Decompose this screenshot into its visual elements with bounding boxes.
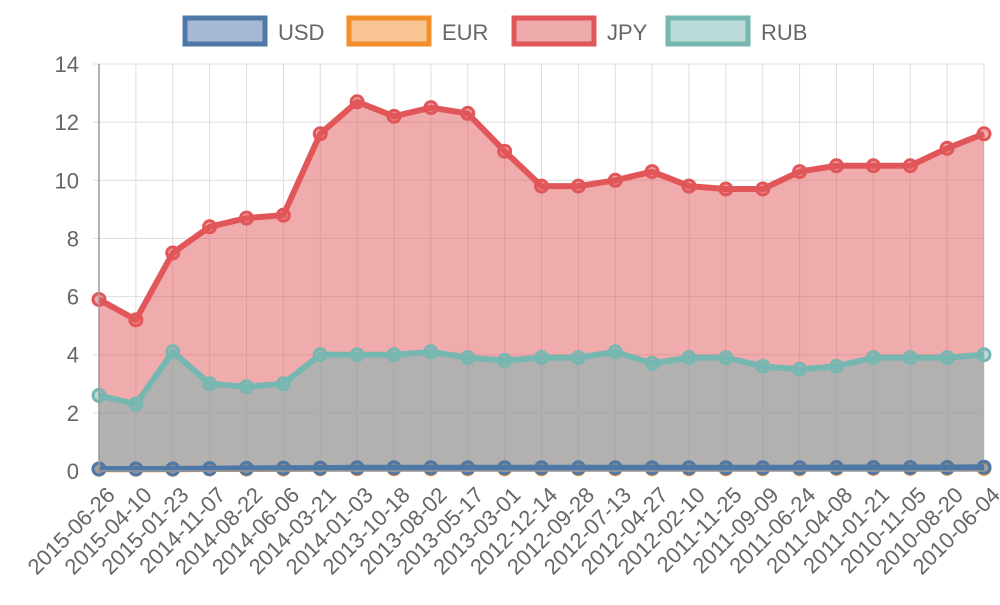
data-point-jpy — [239, 210, 254, 226]
data-point-jpy — [976, 126, 992, 142]
y-tick-label: 2 — [67, 401, 79, 426]
data-point-jpy — [607, 172, 623, 188]
y-tick-label: 6 — [67, 285, 79, 310]
data-point-usd — [349, 460, 365, 476]
data-point-rub — [792, 361, 808, 377]
data-point-usd — [202, 461, 218, 477]
series-area-rub — [99, 351, 984, 471]
data-point-jpy — [829, 158, 844, 174]
legend-label-eur: EUR — [442, 20, 488, 45]
data-point-rub — [460, 350, 476, 366]
data-point-usd — [423, 460, 439, 476]
data-point-usd — [534, 460, 549, 476]
data-point-rub — [607, 344, 623, 360]
y-tick-label: 4 — [67, 343, 79, 368]
data-point-jpy — [128, 312, 144, 328]
data-point-usd — [718, 460, 734, 476]
data-point-usd — [755, 460, 771, 476]
data-point-jpy — [202, 219, 218, 235]
data-point-usd — [792, 460, 808, 476]
data-point-jpy — [681, 178, 697, 194]
data-point-rub — [386, 347, 402, 363]
data-point-jpy — [718, 181, 734, 197]
data-point-jpy — [644, 164, 660, 180]
data-point-jpy — [312, 126, 328, 142]
data-point-rub — [423, 344, 439, 360]
data-point-usd — [165, 461, 181, 477]
y-tick-label: 12 — [55, 110, 79, 135]
data-point-jpy — [902, 158, 918, 174]
data-point-rub — [681, 350, 697, 366]
data-point-rub — [644, 355, 660, 371]
y-tick-label: 8 — [67, 226, 79, 251]
data-point-jpy — [497, 143, 513, 159]
legend-swatch-eur — [346, 15, 432, 47]
legend-label-rub: RUB — [761, 20, 807, 45]
data-point-usd — [128, 461, 144, 477]
data-point-jpy — [386, 108, 402, 124]
data-point-rub — [976, 347, 992, 363]
legend-label-jpy: JPY — [607, 20, 648, 45]
data-point-rub — [312, 347, 328, 363]
data-point-usd — [460, 460, 476, 476]
data-point-rub — [275, 376, 291, 392]
data-point-usd — [275, 460, 291, 476]
data-point-rub — [902, 350, 918, 366]
data-point-usd — [570, 460, 586, 476]
data-point-jpy — [570, 178, 586, 194]
legend-swatch-rub — [665, 15, 751, 47]
data-point-jpy — [755, 181, 771, 197]
data-point-usd — [497, 460, 513, 476]
data-point-jpy — [865, 158, 881, 174]
y-tick-label: 10 — [55, 168, 79, 193]
data-point-rub — [718, 350, 734, 366]
data-point-rub — [239, 379, 254, 395]
y-tick-label: 0 — [67, 459, 79, 484]
data-point-usd — [312, 460, 328, 476]
data-point-jpy — [792, 164, 808, 180]
legend-swatch-usd — [182, 15, 268, 47]
y-tick-label: 14 — [55, 52, 79, 77]
data-point-usd — [386, 460, 402, 476]
data-point-usd — [976, 459, 992, 475]
data-point-rub — [829, 358, 844, 374]
legend-label-usd: USD — [278, 20, 324, 45]
data-point-jpy — [275, 207, 291, 223]
data-point-usd — [644, 460, 660, 476]
data-point-rub — [534, 350, 549, 366]
data-point-rub — [865, 350, 881, 366]
data-point-rub — [939, 350, 955, 366]
data-point-jpy — [423, 100, 439, 116]
data-point-rub — [497, 353, 513, 369]
legend: USD EUR JPY RUB — [182, 15, 807, 47]
data-point-rub — [202, 376, 218, 392]
data-point-usd — [239, 460, 254, 476]
data-point-jpy — [165, 245, 181, 261]
data-point-jpy — [460, 105, 476, 121]
data-point-usd — [681, 460, 697, 476]
data-point-rub — [128, 396, 144, 412]
data-point-rub — [755, 358, 771, 374]
legend-swatch-jpy — [511, 15, 597, 47]
data-point-rub — [349, 347, 365, 363]
data-point-rub — [165, 344, 181, 360]
data-point-jpy — [534, 178, 549, 194]
data-point-rub — [570, 350, 586, 366]
series-area — [91, 94, 992, 477]
axes: 024681012142015-06-262015-04-102015-01-2… — [23, 52, 1000, 579]
data-point-usd — [607, 460, 623, 476]
data-point-jpy — [939, 140, 955, 156]
data-point-jpy — [349, 94, 365, 110]
